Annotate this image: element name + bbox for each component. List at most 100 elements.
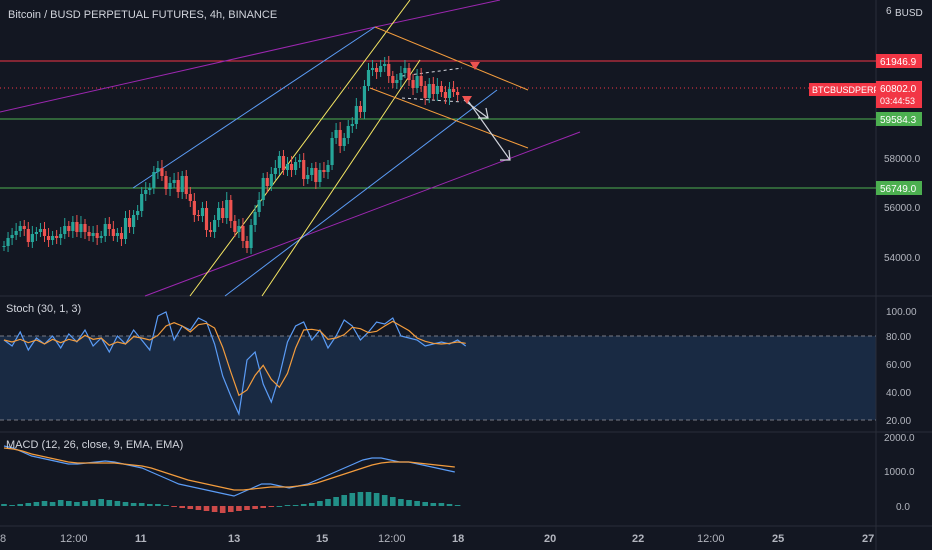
macd-histogram-bar xyxy=(357,492,364,506)
time-label: 18 xyxy=(452,533,464,545)
stoch-tick-60: 60.00 xyxy=(886,360,911,371)
blue-line-lower[interactable] xyxy=(224,89,498,297)
candle-body xyxy=(423,86,427,98)
svg-text:56749.0: 56749.0 xyxy=(880,184,917,195)
candle-body xyxy=(265,178,269,186)
time-label: 8 xyxy=(0,533,6,545)
candle-body xyxy=(71,222,75,231)
red-arrow-marker-1 xyxy=(470,62,480,70)
stoch-band xyxy=(0,336,876,420)
candle-body xyxy=(2,246,6,247)
macd-histogram-bar xyxy=(341,495,347,506)
candle-body xyxy=(350,124,354,126)
candle-body xyxy=(123,218,128,239)
candle-body xyxy=(164,176,168,189)
candle-body xyxy=(26,229,30,242)
macd-histogram-bar xyxy=(25,503,32,506)
macd-histogram-bar xyxy=(365,492,372,506)
time-label: 12:00 xyxy=(697,533,725,545)
stoch-legend[interactable]: Stoch (30, 1, 3) xyxy=(6,303,81,315)
yellow-channel-left[interactable] xyxy=(189,0,411,297)
yellow-channel-right[interactable] xyxy=(261,59,421,297)
candle-body xyxy=(103,224,107,236)
candle-body xyxy=(152,172,156,188)
candle-body xyxy=(411,80,415,88)
candle-body xyxy=(447,89,452,98)
candle-body xyxy=(75,222,79,232)
orange-line-lower[interactable] xyxy=(369,87,529,149)
macd-histogram-bar xyxy=(33,502,40,506)
candle-body xyxy=(379,66,383,72)
candle-body xyxy=(200,208,205,216)
macd-histogram-bar xyxy=(114,501,121,506)
candle-body xyxy=(156,168,160,172)
symbol-tag-name: BTCBUSDPERP xyxy=(812,85,880,95)
symbol-title[interactable]: Bitcoin / BUSD PERPETUAL FUTURES, 4h, BI… xyxy=(8,9,277,21)
time-label: 15 xyxy=(316,533,328,545)
candle-body xyxy=(172,180,176,183)
candle-body xyxy=(314,168,318,182)
macd-histogram-bar xyxy=(292,505,299,506)
macd-histogram-bar xyxy=(179,506,185,508)
macd-histogram-bar xyxy=(163,505,169,506)
flag-upper[interactable] xyxy=(401,67,463,77)
macd-histogram-bar xyxy=(244,506,250,510)
candle-body xyxy=(115,233,119,236)
arrow-1-shaft[interactable] xyxy=(463,99,489,119)
drawing-tools[interactable] xyxy=(0,0,581,297)
time-axis[interactable]: 8 12:00 11 13 15 12:00 18 20 22 12:00 25… xyxy=(0,533,874,545)
time-label: 12:00 xyxy=(60,533,88,545)
macd-histogram-bar xyxy=(406,500,412,506)
candle-body xyxy=(51,236,55,240)
macd-legend[interactable]: MACD (12, 26, close, 9, EMA, EMA) xyxy=(6,439,183,451)
candle-body xyxy=(95,233,99,238)
time-label: 27 xyxy=(862,533,874,545)
candle-body xyxy=(91,233,95,236)
purple-channel-upper-left[interactable] xyxy=(0,26,376,113)
purple-channel-lower[interactable] xyxy=(144,131,581,297)
candlestick-series[interactable] xyxy=(2,56,460,254)
macd-histogram-bar xyxy=(373,493,380,506)
arrow-2-shaft[interactable] xyxy=(465,97,511,161)
purple-channel-upper-right[interactable] xyxy=(374,0,501,28)
candle-body xyxy=(217,208,221,220)
candle-body xyxy=(294,162,298,170)
macd-histogram-bar xyxy=(317,501,323,506)
stoch-lines xyxy=(3,311,467,417)
blue-line-upper[interactable] xyxy=(132,26,376,189)
symbol-price-tag: BTCBUSDPERP 60802.0 03:44:53 xyxy=(809,81,922,108)
candle-body xyxy=(119,233,124,239)
candle-body xyxy=(431,84,435,94)
candle-body xyxy=(180,176,184,192)
macd-histogram-bar xyxy=(300,504,307,506)
macd-histogram-bar xyxy=(398,499,404,506)
time-label: 11 xyxy=(135,533,147,545)
candle-body xyxy=(55,236,59,238)
candle-body xyxy=(407,68,411,80)
macd-histogram-bar xyxy=(49,502,56,506)
orange-line-upper[interactable] xyxy=(374,26,529,91)
candle-body xyxy=(192,201,196,215)
macd-histogram-bar xyxy=(74,502,80,506)
flag-lower[interactable] xyxy=(401,97,463,103)
candle-body xyxy=(196,215,200,216)
macd-tick-0: 0.0 xyxy=(896,502,910,513)
candle-body xyxy=(451,89,456,92)
arrow-1-head xyxy=(478,107,489,119)
candle-body xyxy=(289,164,294,170)
time-label: 12:00 xyxy=(378,533,406,545)
candle-body xyxy=(144,190,148,194)
currency-label[interactable]: BUSD xyxy=(895,8,923,19)
candle-body xyxy=(111,229,115,236)
macd-histogram-bar xyxy=(422,502,428,506)
candle-body xyxy=(273,168,277,174)
macd-histogram-bar xyxy=(130,503,137,506)
candle-body xyxy=(245,241,249,248)
candle-body xyxy=(285,164,290,170)
arrow-2-head xyxy=(500,149,511,161)
macd-histogram-bar xyxy=(9,505,15,506)
macd-histogram-bar xyxy=(17,504,23,506)
candle-body xyxy=(253,212,257,225)
stoch-tick-20: 20.00 xyxy=(886,416,911,427)
